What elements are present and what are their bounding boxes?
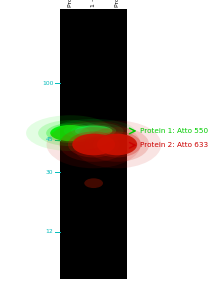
Bar <box>60 9 127 279</box>
Text: 1 + 2: 1 + 2 <box>91 0 96 7</box>
Text: 45: 45 <box>46 137 54 142</box>
Ellipse shape <box>73 121 161 168</box>
Ellipse shape <box>72 134 115 155</box>
Ellipse shape <box>93 131 141 157</box>
Ellipse shape <box>50 125 90 141</box>
Ellipse shape <box>38 120 102 146</box>
Ellipse shape <box>71 125 116 137</box>
Ellipse shape <box>59 127 128 162</box>
Ellipse shape <box>46 123 94 143</box>
Ellipse shape <box>84 178 103 188</box>
Text: Protein 1: Protein 1 <box>68 0 73 7</box>
Ellipse shape <box>52 119 135 143</box>
Text: Protein 1: Atto 550: Protein 1: Atto 550 <box>140 128 209 134</box>
Ellipse shape <box>47 121 141 168</box>
Ellipse shape <box>85 127 149 162</box>
Ellipse shape <box>75 125 112 136</box>
Ellipse shape <box>68 131 119 157</box>
Text: Protein 2: Protein 2 <box>115 0 120 7</box>
Text: 100: 100 <box>42 80 54 86</box>
Ellipse shape <box>26 115 114 151</box>
Text: Protein 2: Atto 633: Protein 2: Atto 633 <box>140 142 209 148</box>
Ellipse shape <box>64 122 124 140</box>
Text: 30: 30 <box>46 170 54 175</box>
Ellipse shape <box>97 134 137 155</box>
Text: 12: 12 <box>46 229 54 235</box>
